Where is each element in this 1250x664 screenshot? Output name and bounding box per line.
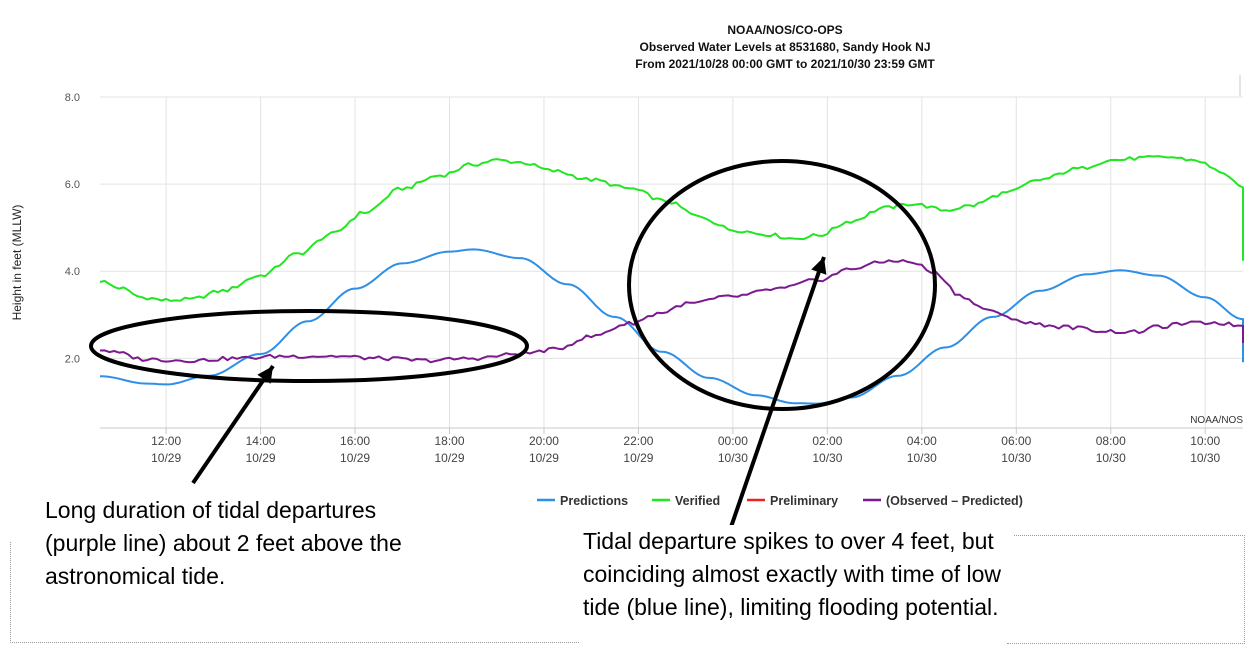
callout-right-text: Tidal departure spikes to over 4 feet, b… <box>583 525 1013 624</box>
legend-item-label[interactable]: Preliminary <box>770 494 838 508</box>
highlight-ellipse-left <box>89 309 529 383</box>
callout-left-text: Long duration of tidal departures (purpl… <box>45 494 430 593</box>
x-tick-date-label: 10/30 <box>812 451 842 465</box>
x-tick-date-label: 10/29 <box>340 451 370 465</box>
arrow-shaft <box>729 256 826 528</box>
arrow-head <box>257 366 273 384</box>
arrow-shaft <box>191 364 275 485</box>
watermark-label: NOAA/NOS <box>1190 415 1243 426</box>
chart-titles: NOAA/NOS/CO-OPS Observed Water Levels at… <box>430 22 1140 73</box>
x-tick-date-label: 10/29 <box>246 451 276 465</box>
legend-item-label[interactable]: Verified <box>675 494 720 508</box>
x-tick-time-label: 06:00 <box>1001 434 1031 448</box>
x-tick-date-label: 10/30 <box>907 451 937 465</box>
series-line-predictions <box>100 248 1244 405</box>
x-tick-time-label: 04:00 <box>907 434 937 448</box>
arrow-right <box>729 256 827 528</box>
x-tick-time-label: 02:00 <box>812 434 842 448</box>
x-tick-time-label: 08:00 <box>1096 434 1126 448</box>
series-line-verified <box>99 155 1244 302</box>
x-tick-time-label: 10:00 <box>1190 434 1220 448</box>
arrow-left <box>191 364 275 485</box>
legend: Predictions Verified Preliminary (Observed … <box>537 494 1023 508</box>
x-tick-date-label: 10/29 <box>434 451 464 465</box>
chart-subtitle-station: Observed Water Levels at 8531680, Sandy … <box>639 40 931 54</box>
x-tick-time-label: 00:00 <box>718 434 748 448</box>
grid <box>100 96 1243 428</box>
series-line-observed-predicted <box>99 259 1244 364</box>
annotations <box>89 159 937 528</box>
y-tick-label: 8.0 <box>65 92 80 104</box>
x-tick-date-label: 10/30 <box>1096 451 1126 465</box>
y-axis-label: Height in feet (MLLW) <box>10 205 24 321</box>
chart-title: NOAA/NOS/CO-OPS <box>727 23 843 37</box>
x-tick-date-label: 10/29 <box>529 451 559 465</box>
x-tick-time-label: 20:00 <box>529 434 559 448</box>
x-tick-time-label: 14:00 <box>246 434 276 448</box>
x-tick-date-label: 10/30 <box>1190 451 1220 465</box>
y-tick-label: 2.0 <box>65 353 80 365</box>
x-tick-time-label: 12:00 <box>151 434 181 448</box>
y-tick-label: 4.0 <box>65 266 80 278</box>
x-tick-time-label: 22:00 <box>623 434 653 448</box>
x-tick-date-label: 10/29 <box>151 451 181 465</box>
chart-subtitle-range: From 2021/10/28 00:00 GMT to 2021/10/30 … <box>635 57 935 71</box>
x-tick-date-label: 10/29 <box>623 451 653 465</box>
callout-frame-left <box>10 542 579 643</box>
highlight-ellipse-right <box>627 159 937 411</box>
x-tick-time-label: 18:00 <box>434 434 464 448</box>
series-lines <box>99 155 1244 405</box>
x-tick-date-label: 10/30 <box>718 451 748 465</box>
legend-item-label[interactable]: Predictions <box>560 494 628 508</box>
legend-item-label[interactable]: (Observed – Predicted) <box>886 494 1023 508</box>
callout-frame-right <box>1007 535 1245 644</box>
x-tick-time-label: 16:00 <box>340 434 370 448</box>
x-tick-date-label: 10/30 <box>1001 451 1031 465</box>
y-tick-label: 6.0 <box>65 179 80 191</box>
axes: 2.0 4.0 6.0 8.0 12:00 10/29 14:00 10/29 16:00 10/… <box>10 75 1243 465</box>
arrow-head <box>811 257 827 275</box>
